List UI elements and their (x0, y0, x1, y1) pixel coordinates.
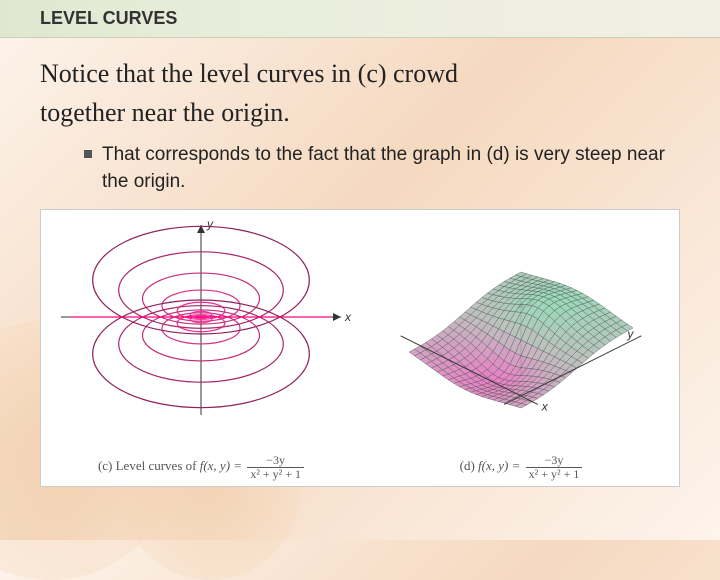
svg-text:x: x (344, 310, 352, 324)
bullet-item: That corresponds to the fact that the gr… (84, 142, 680, 195)
caption-right: (d) f(x, y) = −3y x² + y² + 1 (361, 454, 681, 480)
caption-right-fraction: −3y x² + y² + 1 (526, 454, 583, 480)
bullet-text: That corresponds to the fact that the gr… (102, 142, 680, 195)
bullet-marker (84, 150, 92, 158)
caption-right-num: −3y (526, 454, 583, 468)
svg-text:x: x (541, 400, 549, 414)
header-title: LEVEL CURVES (40, 8, 680, 29)
figure-box: xy (c) Level curves of f(x, y) = −3y x² … (40, 209, 680, 487)
header-bar: LEVEL CURVES (0, 0, 720, 38)
caption-left-num: −3y (247, 454, 304, 468)
level-curves-plot: xy (41, 210, 361, 440)
caption-right-den: x² + y² + 1 (526, 468, 583, 481)
svg-text:y: y (626, 327, 634, 341)
surface-plot: zxy (361, 210, 681, 440)
caption-left-lhs: f(x, y) = (200, 458, 246, 473)
content-block: Notice that the level curves in (c) crow… (0, 38, 720, 195)
caption-left-den: x² + y² + 1 (247, 468, 304, 481)
caption-left-fraction: −3y x² + y² + 1 (247, 454, 304, 480)
main-line-1: Notice that the level curves in (c) crow… (40, 54, 680, 93)
panel-right: zxy (d) f(x, y) = −3y x² + y² + 1 (361, 210, 681, 486)
caption-left: (c) Level curves of f(x, y) = −3y x² + y… (41, 454, 361, 480)
caption-right-lhs: f(x, y) = (478, 458, 524, 473)
caption-left-prefix: (c) Level curves of (98, 458, 200, 473)
caption-right-prefix: (d) (460, 458, 478, 473)
panel-left: xy (c) Level curves of f(x, y) = −3y x² … (41, 210, 361, 486)
main-line-2: together near the origin. (40, 93, 680, 132)
bullet-block: That corresponds to the fact that the gr… (40, 142, 680, 195)
svg-text:y: y (206, 217, 214, 231)
